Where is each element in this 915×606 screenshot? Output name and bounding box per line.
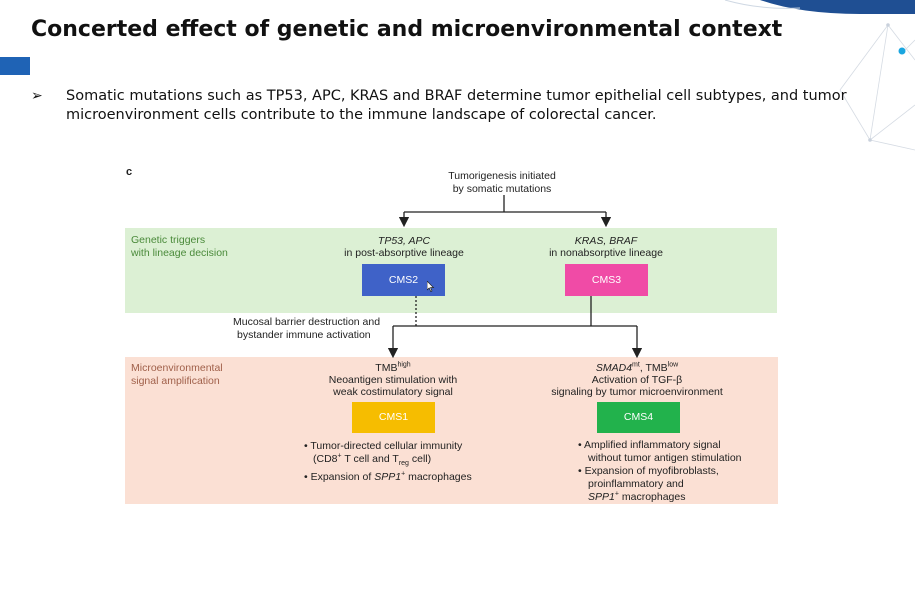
cms1-bullet2: • Expansion of SPP1+ macrophages <box>304 470 472 484</box>
cms1-label: CMS1 <box>378 411 409 423</box>
slide-title: Concerted effect of genetic and microenv… <box>31 17 783 42</box>
cms3-label: CMS3 <box>591 274 622 286</box>
right-trigger-genes: KRAS, BRAF <box>574 235 638 247</box>
micro-band-label-line1: Microenvironmental <box>131 362 223 374</box>
cms4-bullet2-line1: • Expansion of myofibroblasts, <box>578 465 719 477</box>
tmb-high-label: TMBhigh <box>375 361 411 375</box>
smad4-tmb-low-label: SMAD4mt, TMBlow <box>595 361 679 375</box>
cms4-bullet2-line3: SPP1+ macrophages <box>588 490 686 504</box>
cms4-bullet1-line1: • Amplified inflammatory signal <box>578 439 721 451</box>
mouse-pointer-icon <box>427 281 435 292</box>
cms1-desc-line1: Neoantigen stimulation with <box>328 374 458 386</box>
root-label-line1: Tumorigenesis initiated <box>448 170 556 182</box>
cms3-box: CMS3 <box>565 264 648 296</box>
cms4-label: CMS4 <box>623 411 654 423</box>
right-trigger-desc: in nonabsorptive lineage <box>549 247 663 259</box>
left-trigger-genes: TP53, APC <box>377 235 431 247</box>
genetic-band-label-line2: with lineage decision <box>131 247 228 259</box>
genetic-band-label-line1: Genetic triggers <box>131 234 206 246</box>
left-trigger-desc: in post-absorptive lineage <box>344 247 464 259</box>
root-label-line2: by somatic mutations <box>452 183 552 195</box>
cms4-desc-line1: Activation of TGF-β <box>591 374 683 386</box>
panel-label: c <box>126 166 133 178</box>
slide-bullet-text: Somatic mutations such as TP53, APC, KRA… <box>66 88 847 123</box>
title-accent-bar <box>0 57 30 75</box>
cms4-bullet1-line2: without tumor antigen stimulation <box>588 452 742 464</box>
mucosal-label-line1: Mucosal barrier destruction and <box>233 316 381 328</box>
cms4-bullet2-line2: proinflammatory and <box>588 478 684 490</box>
arrowhead-bullet-icon: ➢ <box>31 88 43 104</box>
genetic-triggers-band <box>125 228 777 313</box>
micro-band-label-line2: signal amplification <box>131 375 220 387</box>
cms1-bullet1-line1: • Tumor-directed cellular immunity <box>304 440 463 452</box>
cms1-bullet1-line2: (CD8+ T cell and Treg cell) <box>313 452 432 468</box>
cms4-box: CMS4 <box>597 402 680 433</box>
cms4-desc-line2: signaling by tumor microenvironment <box>551 386 723 398</box>
cms1-desc-line2: weak costimulatory signal <box>333 386 453 398</box>
cms2-label: CMS2 <box>388 274 419 286</box>
cms1-box: CMS1 <box>352 402 435 433</box>
mucosal-label-line2: bystander immune activation <box>237 329 371 341</box>
